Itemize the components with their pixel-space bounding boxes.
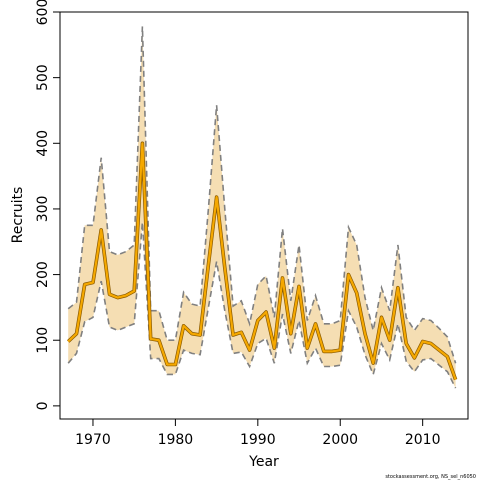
y-tick-label: 300 xyxy=(35,196,51,223)
axes-layer: 1970 1980 1990 2000 2010 0 100 200 300 400 500 600 xyxy=(35,0,440,448)
plot-frame xyxy=(59,11,469,420)
y-tick-label: 500 xyxy=(35,64,51,91)
confidence-band-layer xyxy=(68,26,456,389)
x-tick-label: 1990 xyxy=(240,432,276,448)
y-tick-label: 100 xyxy=(35,327,51,354)
confidence-band xyxy=(68,26,456,389)
upper-bound-line xyxy=(67,26,457,364)
x-tick-label: 2000 xyxy=(322,432,358,448)
estimate-line xyxy=(67,142,457,380)
x-tick-label: 1980 xyxy=(158,432,194,448)
y-tick-label: 0 xyxy=(35,401,51,410)
y-tick-label: 400 xyxy=(35,130,51,157)
x-tick-label: 2010 xyxy=(405,432,441,448)
x-tick-label: 1970 xyxy=(75,432,111,448)
credit-text: stockassessment.org, NS_sel_n6050 xyxy=(385,474,476,480)
y-axis-title: Recruits xyxy=(10,187,26,244)
series-line-layer xyxy=(66,26,458,389)
lower-bound-line xyxy=(67,222,457,389)
y-tick-label: 600 xyxy=(35,0,51,25)
y-tick-label: 200 xyxy=(35,261,51,288)
x-axis-title: Year xyxy=(248,454,279,470)
